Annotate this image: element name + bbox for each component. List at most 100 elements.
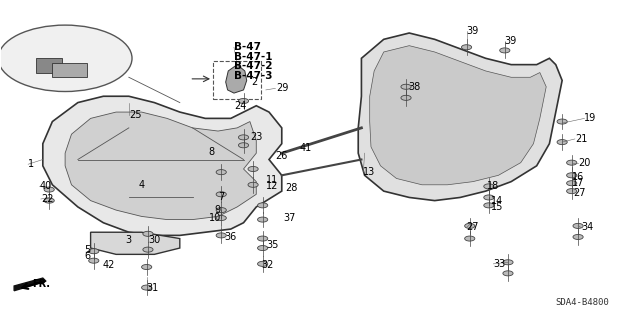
Circle shape [143, 247, 153, 252]
Text: 35: 35 [266, 240, 278, 250]
Text: B-47-2: B-47-2 [234, 61, 273, 71]
Circle shape [573, 234, 583, 240]
Text: 36: 36 [225, 232, 237, 242]
Text: 32: 32 [261, 260, 274, 271]
Circle shape [503, 271, 513, 276]
Circle shape [141, 264, 152, 270]
Circle shape [248, 167, 258, 172]
Text: 40: 40 [40, 182, 52, 191]
Text: 10: 10 [209, 213, 221, 223]
Circle shape [257, 236, 268, 241]
Text: 38: 38 [408, 82, 420, 92]
Circle shape [216, 215, 227, 220]
Circle shape [557, 140, 567, 145]
Circle shape [465, 223, 475, 228]
Circle shape [89, 258, 99, 263]
Text: 27: 27 [467, 222, 479, 233]
Text: 15: 15 [491, 202, 503, 212]
Circle shape [257, 217, 268, 222]
Circle shape [89, 249, 99, 254]
Text: 4: 4 [138, 180, 145, 190]
Text: 1: 1 [28, 159, 35, 169]
Text: 22: 22 [41, 194, 53, 204]
Text: SDA4-B4800: SDA4-B4800 [556, 298, 609, 307]
Circle shape [44, 198, 54, 203]
Circle shape [566, 173, 577, 178]
Text: 42: 42 [102, 260, 115, 271]
Circle shape [566, 181, 577, 186]
Circle shape [239, 143, 248, 148]
Text: 11: 11 [266, 175, 278, 185]
Text: 37: 37 [284, 213, 296, 223]
Text: 6: 6 [84, 251, 90, 261]
Circle shape [461, 45, 472, 50]
Text: 34: 34 [581, 222, 593, 233]
Text: 23: 23 [250, 132, 262, 142]
Text: 16: 16 [572, 172, 584, 182]
Circle shape [216, 192, 227, 197]
Circle shape [465, 236, 475, 241]
Circle shape [44, 187, 54, 192]
Text: 28: 28 [285, 183, 298, 193]
Circle shape [401, 84, 411, 89]
Text: 26: 26 [275, 151, 288, 161]
Circle shape [566, 160, 577, 165]
Text: 2: 2 [251, 77, 257, 87]
Polygon shape [358, 33, 562, 201]
Text: 21: 21 [575, 134, 588, 144]
Circle shape [143, 231, 153, 236]
Text: 19: 19 [584, 113, 596, 123]
Polygon shape [14, 278, 46, 291]
Text: 31: 31 [147, 283, 159, 293]
Text: B-47: B-47 [234, 42, 261, 52]
Text: 20: 20 [578, 158, 591, 168]
Text: 27: 27 [573, 188, 586, 198]
Circle shape [257, 261, 268, 266]
Text: 25: 25 [129, 110, 141, 120]
Circle shape [248, 182, 258, 187]
Text: 5: 5 [84, 245, 90, 255]
Circle shape [257, 246, 268, 250]
Text: 14: 14 [491, 196, 503, 206]
Circle shape [484, 203, 494, 208]
Text: 41: 41 [300, 144, 312, 153]
Circle shape [216, 170, 227, 175]
Circle shape [257, 203, 268, 208]
Bar [213, 62, 260, 100]
Text: 9: 9 [215, 205, 221, 215]
Circle shape [500, 48, 510, 53]
Polygon shape [43, 96, 282, 235]
Text: 29: 29 [276, 83, 289, 93]
Text: B-47-3: B-47-3 [234, 71, 273, 81]
Circle shape [239, 135, 248, 140]
Text: 17: 17 [572, 178, 584, 188]
Circle shape [216, 233, 227, 238]
Circle shape [573, 223, 583, 228]
Circle shape [216, 208, 227, 213]
Circle shape [484, 195, 494, 200]
Text: 39: 39 [467, 26, 479, 36]
Circle shape [503, 260, 513, 265]
Circle shape [0, 25, 132, 92]
Bar [52, 63, 88, 77]
Text: 3: 3 [125, 235, 132, 245]
Polygon shape [370, 46, 546, 185]
Circle shape [141, 285, 152, 290]
Circle shape [566, 189, 577, 194]
Polygon shape [91, 232, 180, 254]
Text: B-47-1: B-47-1 [234, 52, 273, 62]
Circle shape [239, 99, 248, 104]
Text: 8: 8 [209, 147, 214, 157]
Text: FR.: FR. [32, 279, 50, 289]
Bar [36, 58, 62, 72]
Circle shape [557, 119, 567, 124]
Text: 30: 30 [148, 235, 160, 245]
Polygon shape [226, 65, 246, 93]
Text: 12: 12 [266, 182, 278, 191]
Text: 39: 39 [505, 36, 517, 46]
Text: 33: 33 [493, 259, 506, 269]
Text: 7: 7 [218, 192, 224, 203]
Polygon shape [65, 112, 256, 219]
Circle shape [484, 184, 494, 189]
Circle shape [401, 95, 411, 100]
